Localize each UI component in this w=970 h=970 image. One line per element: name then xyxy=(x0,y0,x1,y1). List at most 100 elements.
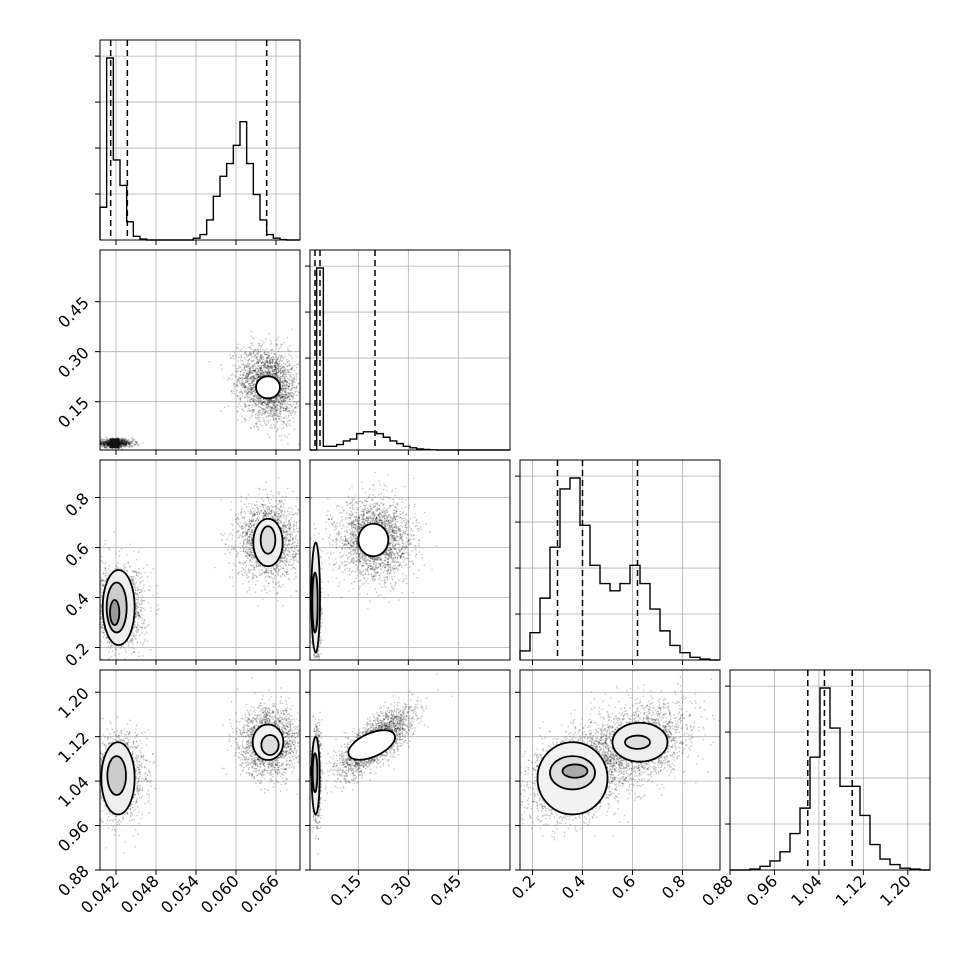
sample-point xyxy=(122,442,124,445)
sample-point xyxy=(247,391,250,393)
sample-point xyxy=(273,423,275,426)
sample-point xyxy=(258,371,260,373)
sample-point xyxy=(126,441,129,443)
sample-point xyxy=(284,533,287,536)
sample-point xyxy=(263,572,265,574)
sample-point xyxy=(274,404,276,407)
sample-point xyxy=(126,443,128,445)
sample-point xyxy=(91,440,92,441)
sample-point xyxy=(286,396,288,398)
sample-point xyxy=(277,356,280,359)
sample-point xyxy=(276,376,278,379)
sample-point xyxy=(276,566,278,569)
sample-point xyxy=(292,384,294,387)
sample-point xyxy=(292,538,294,540)
sample-point xyxy=(291,531,294,533)
x-tick-label: 0.88 xyxy=(698,871,737,910)
sample-point xyxy=(278,508,280,511)
sample-point xyxy=(281,510,283,513)
sample-point xyxy=(241,363,243,365)
sample-point xyxy=(251,360,254,363)
sample-point xyxy=(248,382,250,385)
sample-point xyxy=(294,406,296,409)
sample-point xyxy=(249,363,251,365)
sample-point xyxy=(231,534,233,537)
sample-point xyxy=(241,386,243,389)
sample-point xyxy=(269,372,272,374)
sample-point xyxy=(259,398,261,400)
sample-point xyxy=(106,442,108,444)
sample-point xyxy=(253,390,255,392)
sample-point xyxy=(269,362,272,365)
sample-point xyxy=(125,441,128,444)
sample-point xyxy=(275,374,278,376)
sample-point xyxy=(256,517,258,520)
sample-point xyxy=(244,420,246,422)
sample-point xyxy=(284,407,286,410)
sample-point xyxy=(119,444,122,447)
sample-point xyxy=(251,372,253,375)
sample-point xyxy=(285,379,287,382)
sample-point xyxy=(234,374,236,377)
sample-point xyxy=(269,409,271,411)
sample-point xyxy=(257,350,260,352)
sample-point xyxy=(267,433,269,436)
sample-point xyxy=(252,557,255,559)
sample-point xyxy=(283,410,285,412)
sample-point xyxy=(260,399,263,402)
sample-point xyxy=(285,383,288,385)
sample-point xyxy=(258,511,260,514)
sample-point xyxy=(122,442,124,445)
sample-point xyxy=(242,374,245,377)
sample-point xyxy=(293,578,296,580)
sample-point xyxy=(123,443,125,446)
sample-point xyxy=(248,366,251,368)
sample-point xyxy=(231,569,234,571)
sample-point xyxy=(105,447,107,449)
sample-point xyxy=(257,395,259,397)
sample-point xyxy=(246,555,249,557)
sample-point xyxy=(278,360,281,362)
sample-point xyxy=(248,530,250,533)
sample-point xyxy=(255,423,257,425)
sample-point xyxy=(277,573,279,575)
sample-point xyxy=(259,402,261,404)
sample-point xyxy=(265,410,267,412)
sample-point xyxy=(106,442,108,444)
sample-point xyxy=(253,375,256,377)
sample-point xyxy=(288,561,291,563)
sample-point xyxy=(264,401,267,403)
sample-point xyxy=(245,380,247,382)
sample-point xyxy=(256,400,258,402)
sample-point xyxy=(285,374,288,376)
sample-point xyxy=(123,439,125,442)
sample-point xyxy=(131,440,133,442)
sample-point xyxy=(244,379,247,381)
sample-point xyxy=(242,385,245,388)
sample-point xyxy=(239,513,242,516)
sample-point xyxy=(277,366,279,368)
sample-point xyxy=(108,443,111,446)
sample-point xyxy=(241,408,244,411)
sample-point xyxy=(123,442,125,445)
sample-point xyxy=(245,364,247,366)
sample-point xyxy=(278,370,280,373)
sample-point xyxy=(244,404,246,406)
sample-point xyxy=(290,414,292,416)
sample-point xyxy=(290,558,292,561)
sample-point xyxy=(289,392,291,394)
sample-point xyxy=(283,408,285,410)
sample-point xyxy=(279,397,281,400)
sample-point xyxy=(125,443,127,445)
sample-point xyxy=(291,379,293,381)
sample-point xyxy=(105,442,107,444)
sample-point xyxy=(121,439,123,441)
sample-point xyxy=(289,393,291,396)
sample-point xyxy=(228,544,230,547)
sample-point xyxy=(262,401,264,404)
sample-point xyxy=(260,400,262,403)
sample-point xyxy=(252,514,254,516)
sample-point xyxy=(244,538,247,541)
sample-point xyxy=(267,406,269,409)
sample-point xyxy=(278,347,280,350)
